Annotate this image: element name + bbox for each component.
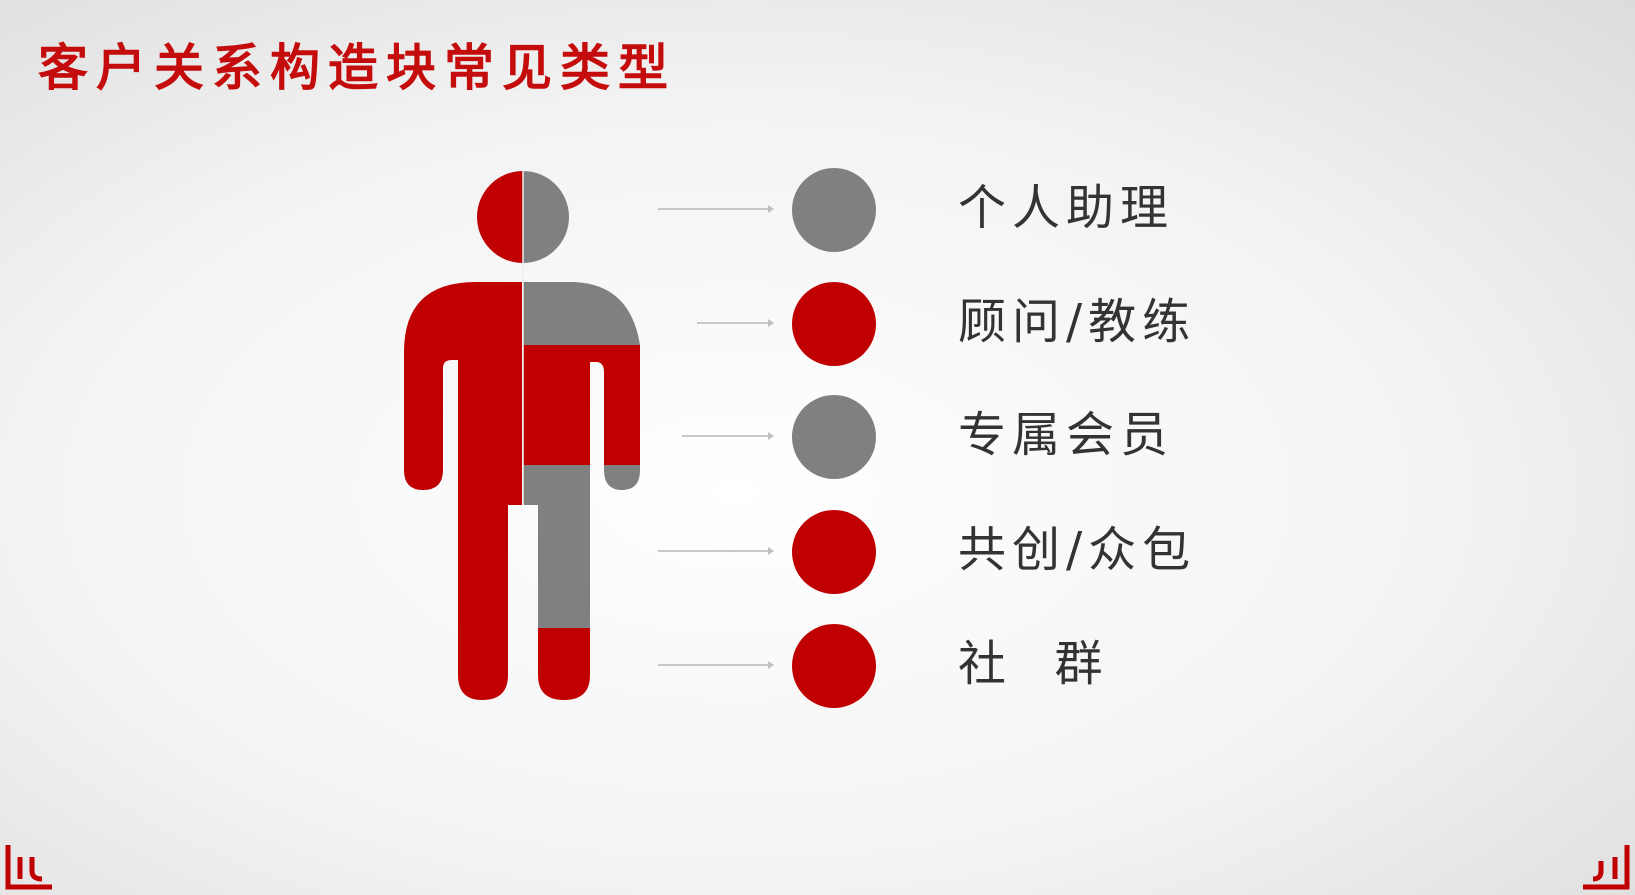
bullet-dot-gray	[792, 168, 876, 252]
person-head	[477, 171, 569, 263]
list-item: 社 群	[0, 620, 1635, 710]
connector-arrow	[658, 661, 774, 669]
logo-mark-icon	[5, 845, 52, 890]
connector-arrow	[658, 547, 774, 555]
bullet-dot-gray	[792, 395, 876, 479]
person-right-half	[523, 282, 640, 700]
bullet-dot-red	[792, 282, 876, 366]
connector-arrow	[658, 205, 774, 213]
item-label: 专属会员	[958, 407, 1175, 463]
list-item: 共创/众包	[0, 506, 1635, 596]
list-item: 顾问/教练	[0, 278, 1635, 368]
item-label: 顾问/教练	[958, 294, 1197, 350]
item-label: 个人助理	[958, 180, 1175, 236]
connector-arrow	[697, 319, 774, 327]
list-item: 专属会员	[0, 391, 1635, 481]
list-item: 个人助理	[0, 164, 1635, 254]
person-left-half	[404, 282, 522, 700]
item-label: 社 群	[958, 636, 1109, 692]
item-label: 共创/众包	[958, 522, 1197, 578]
page-title: 客户关系构造块常见类型	[38, 39, 676, 97]
bullet-dot-red	[792, 624, 876, 708]
bullet-dot-red	[792, 510, 876, 594]
logo-mark-icon	[1583, 845, 1630, 890]
connector-arrow	[682, 432, 774, 440]
